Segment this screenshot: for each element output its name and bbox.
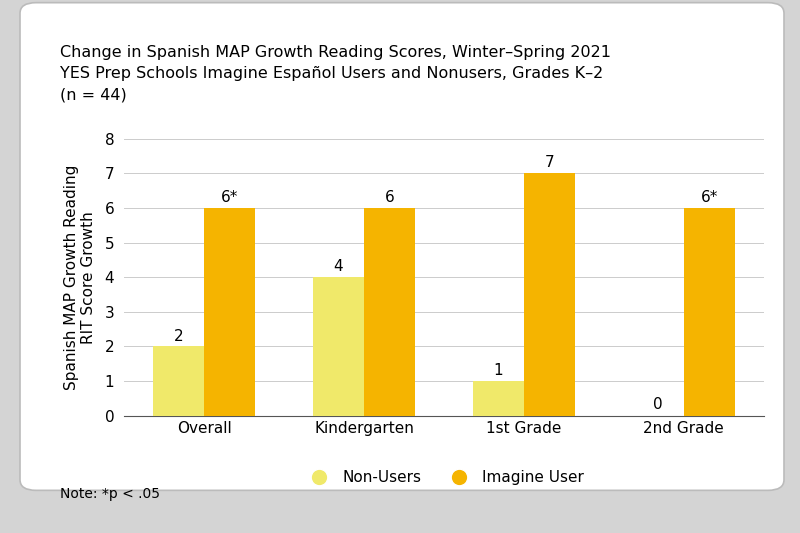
- Bar: [153, 346, 204, 416]
- Text: 0: 0: [654, 397, 663, 413]
- Text: Note: *p < .05: Note: *p < .05: [60, 487, 160, 501]
- Text: 6: 6: [385, 190, 394, 205]
- Text: 4: 4: [334, 260, 343, 274]
- Bar: [364, 208, 415, 416]
- Text: 6*: 6*: [701, 190, 718, 205]
- Y-axis label: Spanish MAP Growth Reading
RIT Score Growth: Spanish MAP Growth Reading RIT Score Gro…: [64, 165, 96, 390]
- Text: 2: 2: [174, 329, 183, 344]
- Text: 1: 1: [494, 364, 503, 378]
- Legend: Non-Users, Imagine User: Non-Users, Imagine User: [298, 464, 590, 491]
- Bar: [473, 381, 524, 416]
- Bar: [313, 277, 364, 416]
- Text: 6*: 6*: [221, 190, 238, 205]
- Bar: [684, 208, 735, 416]
- Bar: [524, 173, 575, 416]
- Text: 7: 7: [545, 156, 554, 171]
- Bar: [204, 208, 255, 416]
- Text: Change in Spanish MAP Growth Reading Scores, Winter–Spring 2021
YES Prep Schools: Change in Spanish MAP Growth Reading Sco…: [60, 45, 611, 102]
